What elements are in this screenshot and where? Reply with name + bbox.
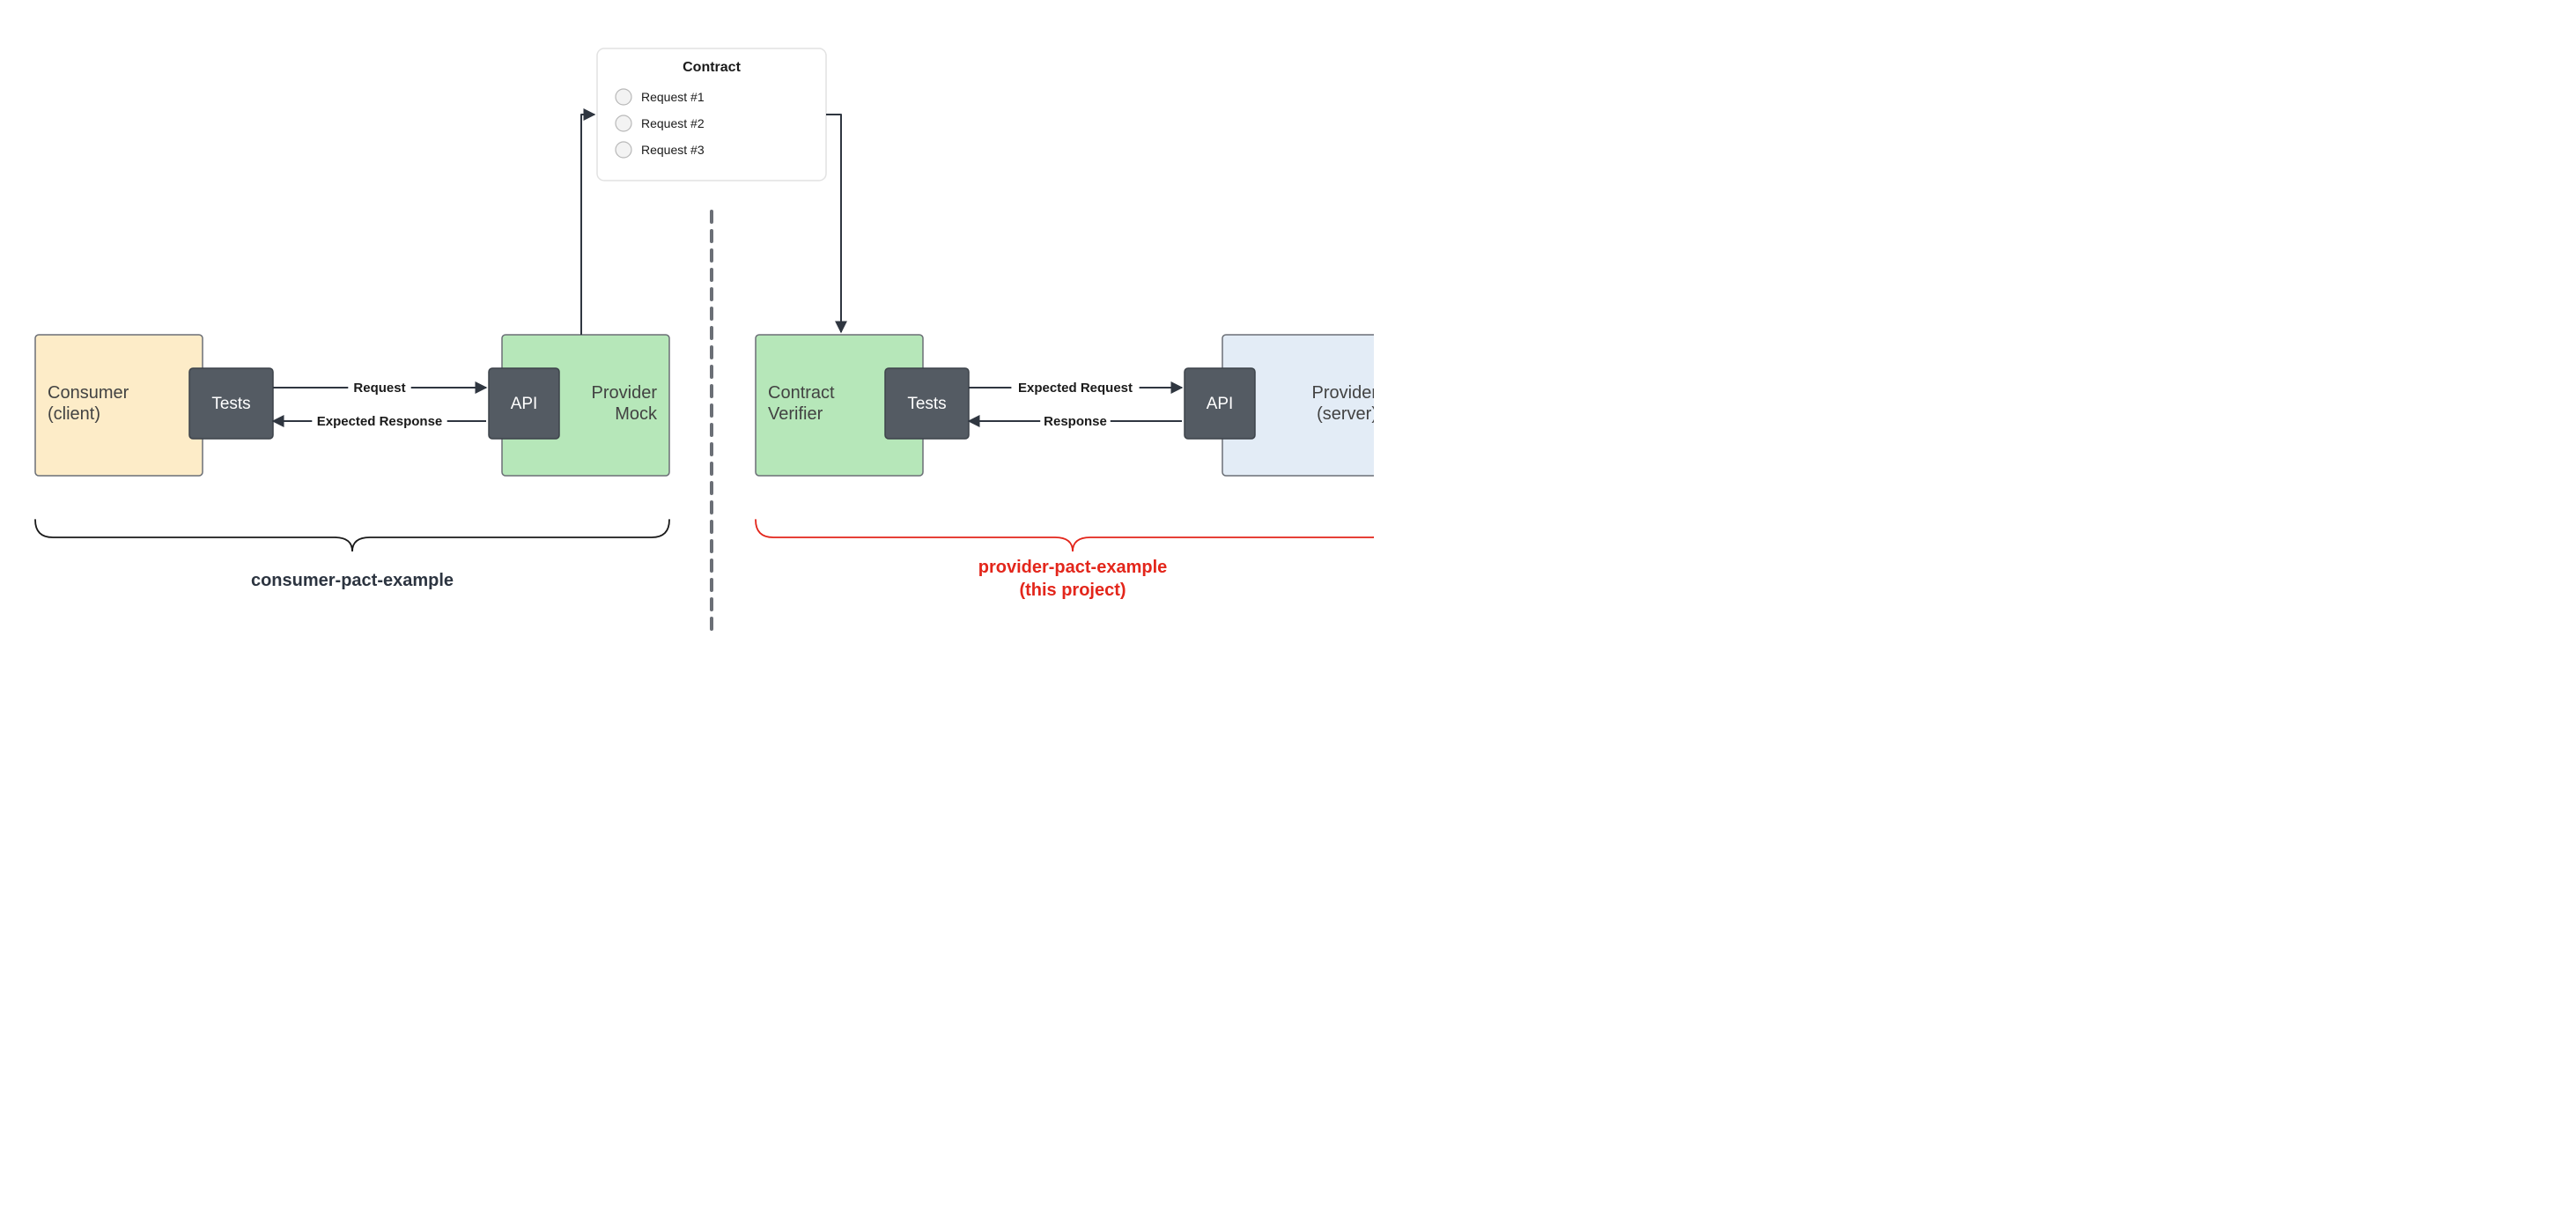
request-left-arrow: Request [273,377,486,396]
response-left-arrow: Expected Response [273,411,486,430]
pact-diagram: Consumer(client)ProviderMockContractVeri… [0,0,1374,652]
response-right-arrow: Response [969,411,1182,430]
section-left-label: consumer-pact-example [251,571,454,590]
contract-item-label: Request #2 [641,116,705,130]
contract-item-bullet [616,89,631,105]
api-left-box-label: API [511,395,538,413]
contract-box: Contract Request #1 Request #2 Request #3 [597,48,826,181]
api-left-box: API [489,368,559,439]
contract-item-bullet [616,142,631,158]
contract-to-verifier-arrow [826,115,841,332]
section-right-label: provider-pact-example(this project) [978,558,1168,600]
contract-item-label: Request #1 [641,90,705,104]
response-left-arrow-label: Expected Response [317,414,443,429]
request-left-arrow-label: Request [353,381,405,396]
contract-title: Contract [683,60,741,75]
tests-right-box-label: Tests [907,395,946,413]
brace-right [756,520,1374,551]
consumer-box: Consumer(client) [35,335,203,476]
request-right-arrow-label: Expected Request [1018,381,1133,396]
api-right-box-label: API [1207,395,1234,413]
brace-left [35,520,669,551]
mock-to-contract-arrow [581,115,594,335]
response-right-arrow-label: Response [1044,414,1107,429]
api-right-box: API [1185,368,1255,439]
request-right-arrow: Expected Request [969,377,1182,396]
tests-left-box-label: Tests [211,395,250,413]
tests-right-box: Tests [885,368,969,439]
contract-item-bullet [616,115,631,131]
contract-item-label: Request #3 [641,143,705,157]
tests-left-box: Tests [189,368,273,439]
